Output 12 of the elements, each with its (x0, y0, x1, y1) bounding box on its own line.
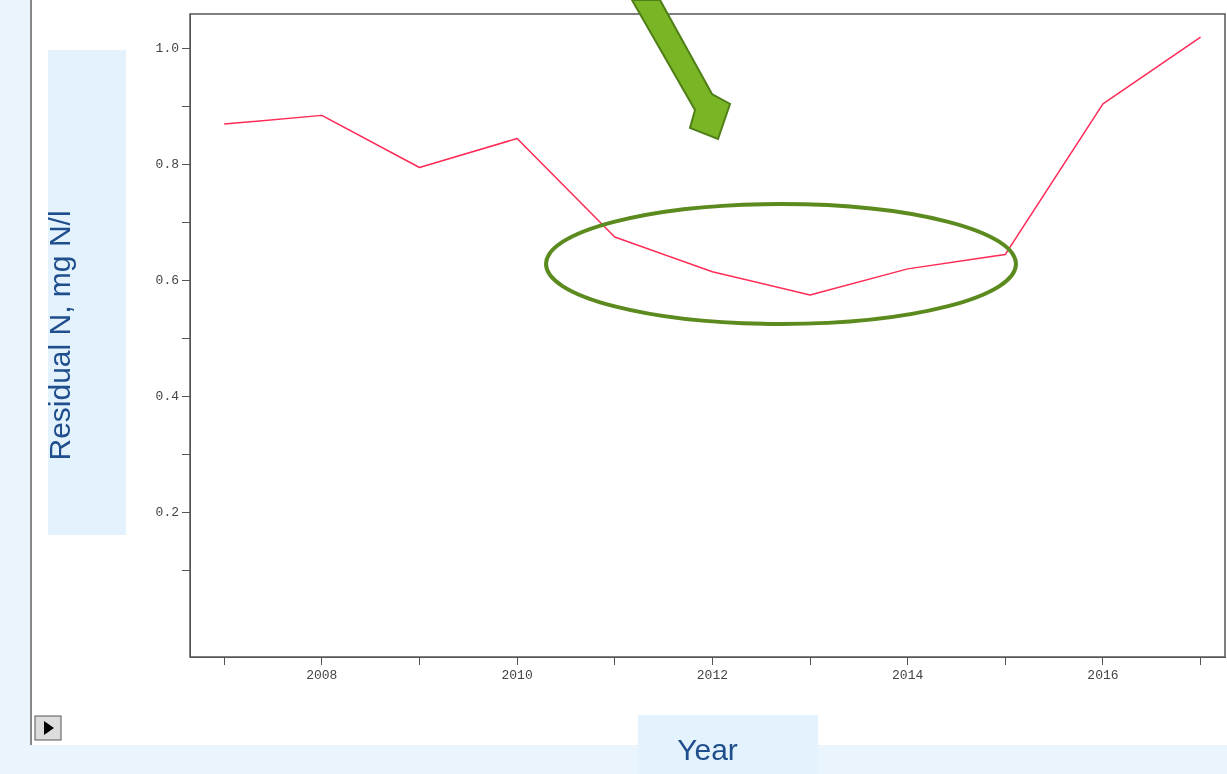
y-tick-label: 0.8 (155, 157, 179, 173)
x-tick-label: 2016 (1087, 668, 1119, 684)
x-tick-label: 2014 (892, 668, 924, 684)
y-tick-label: 0.2 (155, 504, 179, 520)
y-axis-title: Residual N, mg N/l (43, 210, 77, 461)
x-axis-title: Year (677, 733, 738, 767)
x-tick-label: 2008 (306, 668, 338, 684)
x-tick-label: 2012 (696, 668, 728, 684)
y-tick-label: 0.4 (155, 388, 180, 404)
x-tick-label: 2010 (501, 668, 533, 684)
y-tick-label: 1.0 (155, 41, 179, 57)
y-tick-label: 0.6 (155, 272, 179, 288)
